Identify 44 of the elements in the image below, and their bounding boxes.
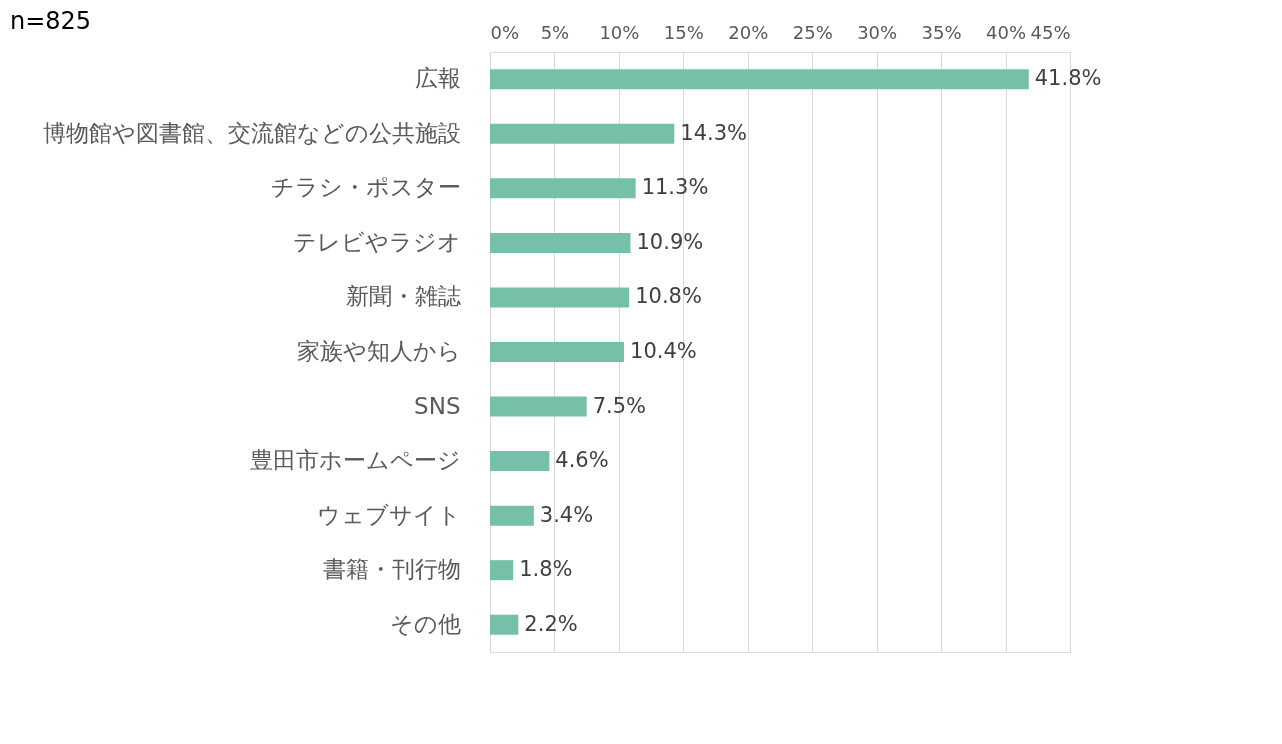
x-tick-label: 35% xyxy=(921,21,962,43)
x-tick-label: 0% xyxy=(490,21,520,43)
bar xyxy=(490,560,514,581)
y-tick-label: SNS xyxy=(414,392,461,419)
y-tick-label: その他 xyxy=(389,610,461,637)
x-tick-label: 10% xyxy=(599,21,640,43)
y-tick-label: 博物館や図書館、交流館などの公共施設 xyxy=(42,119,461,146)
y-tick-label: 家族や知人から xyxy=(296,338,461,364)
bar xyxy=(490,232,631,253)
x-tick-label: 5% xyxy=(540,21,570,43)
bar xyxy=(490,178,636,199)
bar xyxy=(490,396,587,417)
data-label: 41.8% xyxy=(1034,66,1102,91)
y-tick-label: 豊田市ホームページ xyxy=(249,447,461,474)
data-label: 2.2% xyxy=(524,611,578,636)
x-tick-label: 40% xyxy=(986,21,1027,43)
bar xyxy=(490,614,519,635)
data-label: 11.3% xyxy=(641,175,709,200)
data-label: 10.8% xyxy=(635,284,702,309)
bar xyxy=(490,69,1029,90)
data-label: 10.4% xyxy=(630,339,697,363)
text: n=825 xyxy=(10,7,92,35)
bar xyxy=(490,451,550,472)
data-label: 10.9% xyxy=(636,229,704,254)
data-label: 1.8% xyxy=(519,557,573,582)
data-label: 7.5% xyxy=(592,393,647,418)
y-tick-label: 書籍・刊行物 xyxy=(322,556,461,583)
x-tick-label: 45% xyxy=(1030,21,1071,43)
y-tick-label: テレビやラジオ xyxy=(292,228,461,255)
bar xyxy=(490,123,675,144)
data-label: 14.3% xyxy=(680,120,748,145)
y-tick-label: 新聞・雑誌 xyxy=(345,283,461,310)
bar xyxy=(490,505,534,526)
y-tick-label: ウェブサイト xyxy=(316,501,461,528)
bar xyxy=(490,287,630,308)
data-label: 4.6% xyxy=(555,448,609,473)
x-tick-label: 20% xyxy=(728,21,769,43)
y-tick-label: チラシ・ポスター xyxy=(270,174,461,201)
bar xyxy=(490,342,625,362)
x-tick-label: 30% xyxy=(857,21,898,43)
y-tick-label: 広報 xyxy=(414,65,461,92)
x-tick-label: 25% xyxy=(792,21,833,43)
x-tick-label: 15% xyxy=(663,21,704,43)
data-label: 3.4% xyxy=(539,502,594,527)
